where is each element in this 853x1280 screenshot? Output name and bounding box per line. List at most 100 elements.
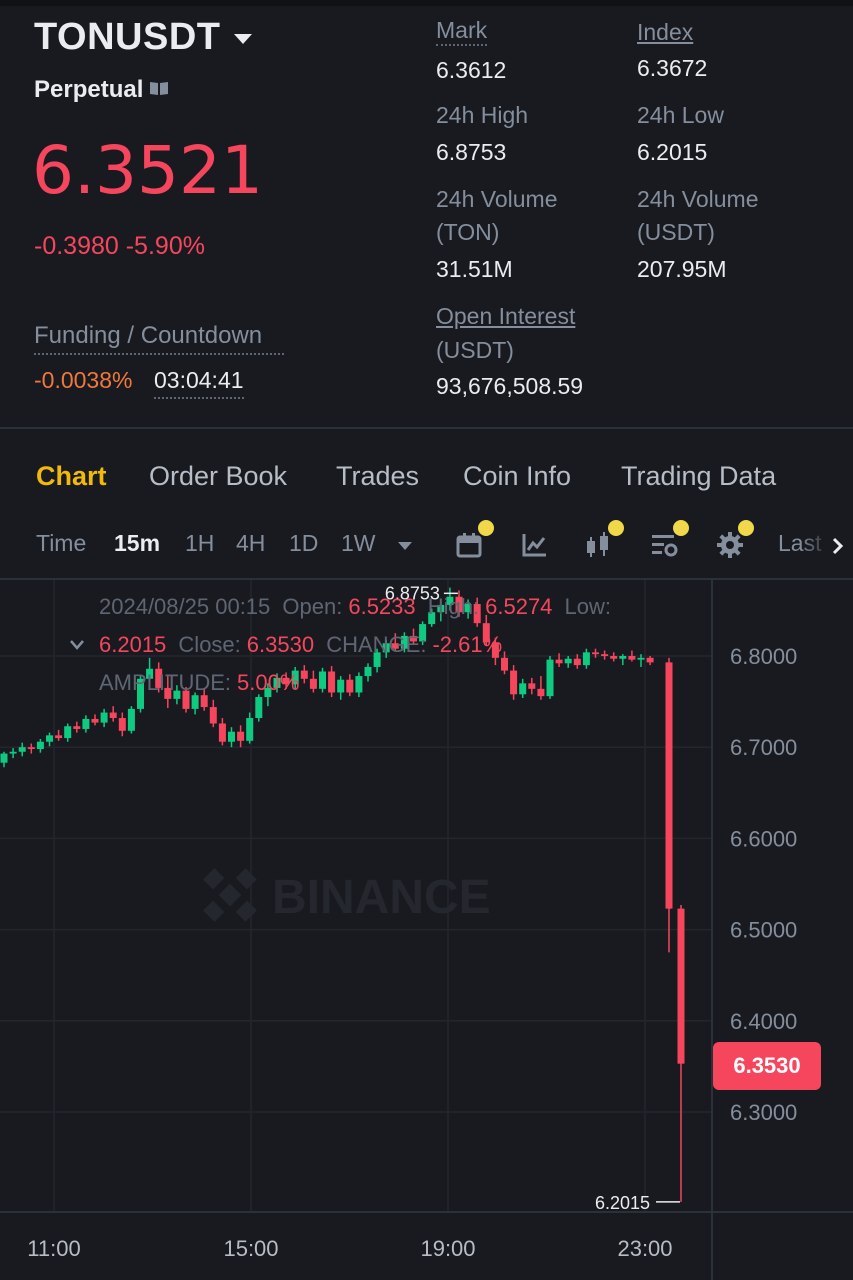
chevron-right-icon[interactable] xyxy=(828,534,848,558)
candle-body xyxy=(200,695,208,708)
candle-body xyxy=(646,657,654,663)
candle-body xyxy=(400,635,408,649)
calendar-icon[interactable] xyxy=(455,530,485,560)
price-tick-label: 6.4000 xyxy=(730,1009,797,1034)
calendar-badge xyxy=(478,520,494,536)
ohlc-line-3: AMPLITUDE: 5.00% xyxy=(99,670,299,696)
candle-body xyxy=(619,656,627,659)
candle-body xyxy=(582,652,590,666)
interval-dropdown-icon[interactable] xyxy=(398,542,412,550)
candle-body xyxy=(346,679,354,693)
mark-value: 6.3612 xyxy=(436,57,507,83)
candle-body xyxy=(255,697,263,719)
candle-body xyxy=(546,659,554,697)
funding-countdown: 03:04:41 xyxy=(154,367,244,399)
symbol-dropdown-icon[interactable] xyxy=(234,34,252,44)
tab-trading-data[interactable]: Trading Data xyxy=(621,461,777,491)
candle-body xyxy=(127,708,135,731)
last-price: 6.3521 xyxy=(32,132,263,209)
interval-1d[interactable]: 1D xyxy=(289,530,319,556)
time-tick-label: 11:00 xyxy=(27,1236,80,1261)
candle-body xyxy=(237,731,245,741)
candle-body xyxy=(464,604,472,613)
vol-usdt-label: 24h Volume xyxy=(637,186,759,212)
vol-usdt-unit: (USDT) xyxy=(637,219,715,245)
candle-body xyxy=(628,656,636,660)
mark-label[interactable]: Mark xyxy=(436,16,488,46)
price-change: -0.3980 -5.90% xyxy=(34,232,205,260)
tab-order-book[interactable]: Order Book xyxy=(149,461,288,491)
ohlc-collapse-icon[interactable] xyxy=(68,638,86,652)
funding-rate: -0.0038% xyxy=(34,367,133,393)
ohlc-date: 2024/08/25 00:15 xyxy=(99,594,271,619)
candlestick-chart[interactable]: BINANCE 6.8000 6.7000 6.6000 6.5000 6.4000 6.… xyxy=(0,580,853,1280)
candle-body xyxy=(455,596,463,613)
toolbar-fade xyxy=(800,525,853,565)
candle-body xyxy=(0,753,8,763)
indicator-icon[interactable] xyxy=(520,530,550,560)
low-marker-label: 6.2015 xyxy=(595,1193,650,1213)
ohlc-change: -2.61% xyxy=(432,632,503,657)
candle-body xyxy=(173,690,181,699)
candle-body xyxy=(555,659,563,664)
interval-4h[interactable]: 4H xyxy=(236,530,266,556)
candle-body xyxy=(137,678,144,709)
candle-body xyxy=(36,741,44,750)
interval-15m[interactable]: 15m xyxy=(114,530,161,556)
candle-type-icon[interactable] xyxy=(584,530,614,560)
price-axis: 6.8000 6.7000 6.6000 6.5000 6.4000 6.3000 xyxy=(730,644,797,1125)
symbol-title[interactable]: TONUSDT xyxy=(34,16,221,58)
candle-body xyxy=(501,657,508,671)
interval-1h[interactable]: 1H xyxy=(185,530,215,556)
index-label[interactable]: Index xyxy=(637,19,694,45)
book-icon[interactable] xyxy=(149,80,169,96)
gear-icon[interactable] xyxy=(715,530,745,560)
ohlc-close: 6.3530 xyxy=(246,632,315,657)
ohlc-high: 6.5274 xyxy=(485,594,553,619)
candle-series xyxy=(0,587,685,1202)
candle-body xyxy=(109,712,117,719)
candle-body xyxy=(482,623,490,643)
open-interest-label[interactable]: Open Interest xyxy=(436,303,576,329)
watermark-text: BINANCE xyxy=(272,871,491,924)
candle-body xyxy=(446,596,454,605)
ohlc-close-label: Close: xyxy=(178,632,241,657)
candle-body xyxy=(373,652,381,667)
toolbar-divider xyxy=(0,578,853,580)
price-tick-label: 6.8000 xyxy=(730,644,797,669)
open-interest-unit: (USDT) xyxy=(436,337,514,363)
extreme-markers: 6.8753 6.2015 xyxy=(385,583,680,1213)
tab-trades[interactable]: Trades xyxy=(336,461,420,491)
candle-body xyxy=(437,604,445,613)
tab-coin-info[interactable]: Coin Info xyxy=(463,461,572,491)
candle-body xyxy=(55,735,63,739)
candle-body xyxy=(677,908,685,1064)
chart-canvas[interactable]: BINANCE 6.80006.70006.60006.50006.40006.… xyxy=(0,580,853,1280)
low-value: 6.2015 xyxy=(637,139,708,165)
layout-settings-icon[interactable] xyxy=(650,530,680,560)
candle-body xyxy=(18,747,26,752)
candle-body xyxy=(291,670,299,685)
interval-1w[interactable]: 1W xyxy=(341,530,376,556)
time-axis: 11:00 15:00 19:00 23:00 xyxy=(27,1236,672,1261)
candle-body xyxy=(410,635,417,642)
price-tick-label: 6.3000 xyxy=(730,1100,797,1125)
tab-chart[interactable]: Chart xyxy=(36,461,107,491)
gear-badge xyxy=(738,520,754,536)
candle-body xyxy=(9,751,17,754)
candle-body xyxy=(364,666,372,677)
ohlc-line-1: 2024/08/25 00:15 Open: 6.5233 High: 6.5274… xyxy=(99,594,611,620)
ohlc-amplitude-label: AMPLITUDE: xyxy=(99,670,232,695)
time-label[interactable]: Time xyxy=(36,530,87,556)
candle-body xyxy=(209,707,217,724)
funding-label[interactable]: Funding / Countdown xyxy=(34,322,284,355)
time-tick-label: 19:00 xyxy=(420,1236,475,1261)
contract-type: Perpetual xyxy=(34,76,144,103)
candle-body xyxy=(391,643,399,649)
candle-body xyxy=(191,695,199,709)
candle-body xyxy=(337,679,345,693)
candle-body xyxy=(282,677,290,685)
candle-body xyxy=(419,624,427,642)
candle-body xyxy=(27,747,35,750)
binance-watermark: BINANCE xyxy=(203,868,491,924)
